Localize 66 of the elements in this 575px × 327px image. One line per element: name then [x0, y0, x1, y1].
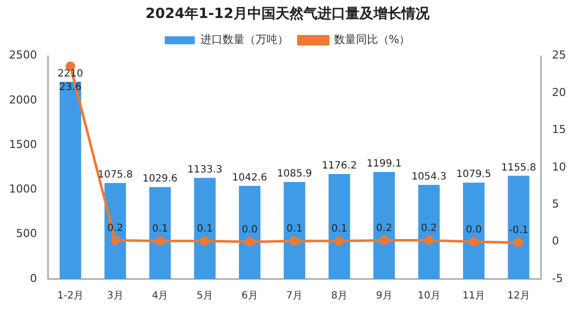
- y2-tick-label: 25: [552, 48, 566, 62]
- data-label: 1085.9: [277, 168, 312, 180]
- bar: [418, 184, 440, 279]
- y2-tick-label: 0: [552, 234, 560, 248]
- y2-tick-label: 15: [552, 123, 566, 136]
- bar: [238, 186, 260, 279]
- bar: [149, 187, 171, 279]
- data-label: 1133.3: [187, 164, 222, 176]
- x-tick-label: 3月: [107, 290, 124, 302]
- point: [290, 236, 300, 246]
- data-label: -0.1: [508, 225, 528, 236]
- y-tick-label: 0: [30, 272, 37, 285]
- y2-tick-label: 5: [552, 197, 560, 210]
- y-tick-label: 1000: [8, 182, 37, 196]
- data-label: 0.0: [242, 224, 258, 236]
- bar: [328, 174, 350, 279]
- point: [155, 236, 165, 246]
- legend-label: 进口数量（万吨）: [200, 33, 288, 46]
- bar: [373, 172, 395, 279]
- legend-label: 数量同比（%）: [334, 33, 410, 46]
- data-label: 1155.8: [501, 162, 536, 174]
- y-tick-label: 1500: [8, 138, 37, 151]
- data-label: 0.2: [421, 222, 437, 234]
- chart-title: 2024年1-12月中国天然气进口量及增长情况: [146, 6, 430, 22]
- x-tick-label: 1-2月: [57, 290, 84, 302]
- y2-tick-label: -5: [552, 272, 563, 285]
- bar: [284, 182, 306, 279]
- bar: [60, 82, 82, 279]
- x-tick-label: 7月: [286, 290, 303, 302]
- y-tick-label: 2000: [8, 93, 37, 106]
- point: [424, 236, 434, 246]
- x-tick-label: 8月: [331, 290, 348, 302]
- y2-tick-label: 10: [552, 160, 566, 174]
- x-tick-label: 11月: [462, 290, 486, 302]
- bar: [194, 178, 216, 279]
- point: [200, 236, 210, 246]
- bar: [463, 182, 485, 279]
- y-tick-label: 2500: [8, 48, 37, 62]
- x-tick-label: 12月: [507, 290, 530, 302]
- x-tick-label: 6月: [241, 290, 258, 302]
- x-tick-label: 9月: [376, 290, 392, 302]
- data-label: 0.1: [196, 224, 213, 235]
- x-tick-label: 4月: [152, 290, 168, 302]
- data-label: 0.0: [466, 224, 482, 236]
- point: [334, 236, 344, 246]
- bar: [104, 182, 126, 279]
- bar: [508, 176, 530, 279]
- point: [469, 237, 479, 247]
- point: [514, 238, 524, 248]
- point: [110, 236, 120, 246]
- x-tick-label: 5月: [196, 290, 214, 302]
- data-label: 1199.1: [366, 158, 402, 170]
- point: [379, 236, 389, 246]
- data-label: 0.2: [376, 222, 392, 234]
- data-label: 1176.2: [322, 160, 357, 172]
- x-tick-label: 10月: [418, 290, 440, 302]
- y-tick-label: 500: [16, 227, 37, 240]
- data-label: 1029.6: [142, 174, 178, 185]
- data-label: 1079.5: [456, 169, 492, 180]
- data-label: 1042.6: [232, 172, 268, 184]
- data-label: 1054.3: [411, 171, 446, 182]
- data-label: 0.1: [286, 224, 302, 235]
- data-label: 0.1: [152, 224, 168, 235]
- data-label: 0.1: [331, 224, 348, 235]
- y2-tick-label: 20: [552, 86, 566, 99]
- point: [244, 237, 254, 247]
